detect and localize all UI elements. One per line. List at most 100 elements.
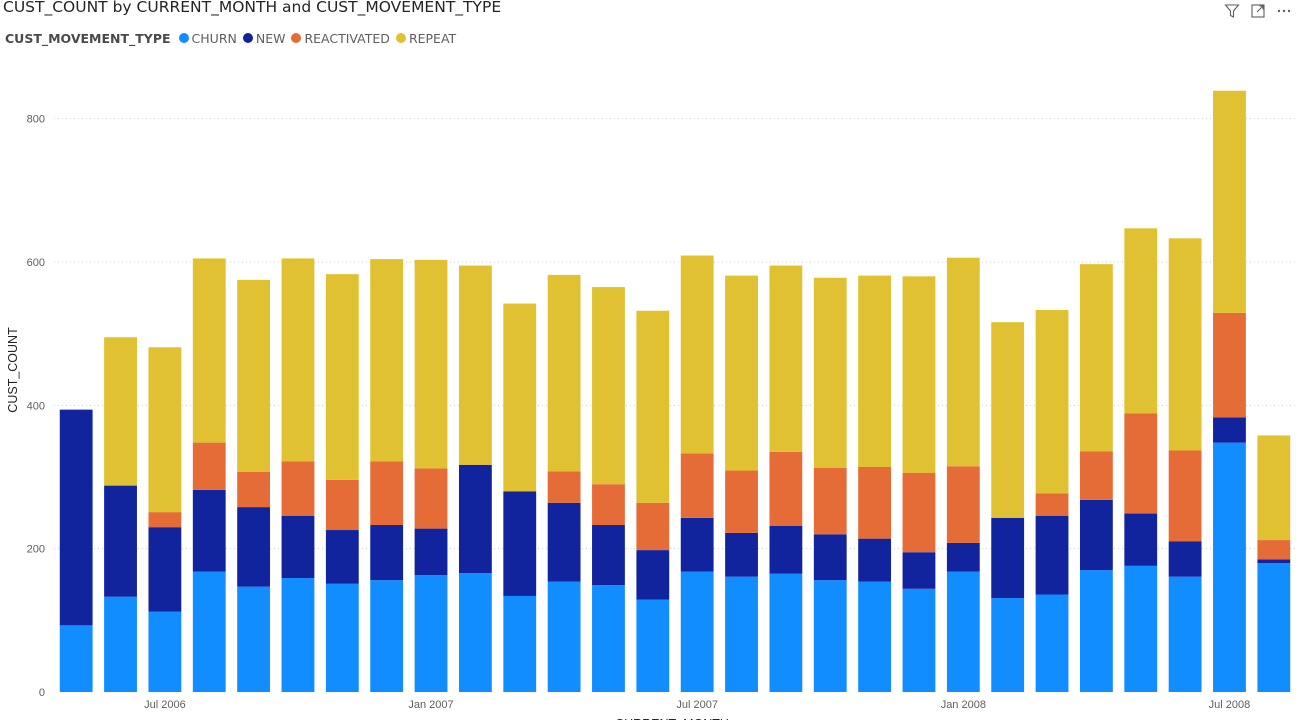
bar-reactivated-2008-05 [1124, 413, 1158, 514]
bar-repeat-2006-08 [192, 258, 226, 443]
bar-reactivated-2006-08 [192, 442, 226, 490]
bar-churn-2008-07 [1213, 442, 1246, 692]
y-tick-label: 600 [27, 257, 45, 269]
bar-repeat-2007-08 [725, 275, 758, 471]
bar-churn-2007-11 [858, 581, 892, 692]
chart-title: CUST_COUNT by CURRENT_MONTH and CUST_MOV… [3, 0, 502, 16]
bar-new-2008-07 [1213, 417, 1246, 443]
bar-repeat-2006-10 [281, 258, 315, 462]
bar-churn-2008-04 [1079, 570, 1113, 692]
bar-repeat-2007-07 [680, 255, 714, 454]
legend-marker-new [242, 33, 253, 43]
legend-label-new: NEW [255, 30, 286, 46]
y-axis-title: CUST_COUNT [6, 327, 20, 413]
x-tick-label: Jul 2008 [1209, 699, 1251, 711]
bar-repeat-2008-01 [946, 257, 980, 467]
bar-new-2007-09 [769, 525, 803, 574]
bar-reactivated-2008-03 [1035, 493, 1069, 516]
bar-churn-2007-05 [592, 585, 625, 692]
bar-repeat-2008-05 [1124, 228, 1158, 414]
bar-churn-2006-12 [370, 580, 404, 692]
bar-reactivated-2006-07 [148, 512, 182, 528]
bar-new-2007-08 [725, 532, 758, 577]
bar-churn-2006-05 [59, 625, 93, 692]
bar-repeat-2007-02 [458, 265, 492, 465]
bar-repeat-2007-04 [547, 274, 581, 472]
bar-reactivated-2007-10 [813, 467, 847, 535]
x-tick-label: Jan 2008 [941, 699, 986, 711]
bar-new-2007-05 [592, 525, 625, 586]
bar-new-2007-07 [680, 517, 714, 572]
bar-repeat-2008-04 [1079, 264, 1113, 452]
bar-repeat-2007-10 [813, 277, 847, 468]
bar-churn-2008-01 [946, 571, 980, 692]
bar-churn-2007-04 [547, 581, 581, 692]
more-options-icon[interactable] [1275, 2, 1293, 20]
bar-churn-2008-02 [991, 598, 1025, 692]
filter-icon[interactable] [1223, 2, 1241, 20]
bar-churn-2006-09 [237, 586, 271, 692]
legend-item-repeat[interactable]: REPEAT [395, 31, 456, 46]
bar-new-2006-12 [370, 525, 404, 581]
bar-reactivated-2007-05 [592, 484, 625, 526]
focus-mode-icon[interactable] [1249, 2, 1267, 20]
bar-churn-2007-10 [813, 580, 847, 692]
bar-new-2007-11 [858, 538, 892, 582]
bar-repeat-2007-12 [902, 276, 936, 473]
bar-new-2008-08 [1257, 559, 1291, 563]
bar-repeat-2008-08 [1257, 435, 1291, 541]
legend-item-reactivated[interactable]: REACTIVATED [291, 30, 390, 46]
bar-repeat-2007-09 [769, 265, 803, 452]
bar-repeat-2008-07 [1213, 90, 1246, 313]
legend-label-reactivated: REACTIVATED [304, 30, 390, 46]
legend: CUST_MOVEMENT_TYPE CHURN NEW REACTIVATED… [5, 29, 462, 47]
bar-new-2008-04 [1079, 499, 1113, 571]
legend-item-churn[interactable]: CHURN [178, 30, 237, 46]
x-tick-label: Jul 2006 [144, 699, 186, 711]
bar-reactivated-2007-01 [414, 468, 448, 529]
bar-reactivated-2007-07 [680, 453, 714, 518]
bar-churn-2008-06 [1168, 576, 1202, 692]
bar-reactivated-2007-09 [769, 451, 803, 526]
x-tick-label: Jan 2007 [408, 699, 453, 711]
bar-new-2007-03 [503, 491, 537, 596]
bar-repeat-2007-05 [592, 287, 625, 485]
bar-reactivated-2006-12 [370, 461, 404, 526]
bar-reactivated-2007-04 [547, 471, 581, 503]
bar-churn-2006-06 [104, 596, 137, 692]
bar-reactivated-2008-04 [1079, 451, 1113, 500]
bar-churn-2008-08 [1257, 563, 1291, 692]
legend-label-churn: CHURN [191, 30, 237, 46]
x-tick-label: Jul 2007 [676, 699, 718, 711]
bar-repeat-2006-11 [325, 274, 359, 480]
legend-item-new[interactable]: NEW [242, 30, 286, 46]
bar-new-2007-06 [636, 550, 670, 600]
bar-new-2007-10 [813, 534, 847, 581]
bar-new-2008-02 [991, 517, 1025, 599]
bar-churn-2007-09 [769, 573, 803, 692]
bar-new-2006-05 [59, 409, 93, 626]
bar-repeat-2008-02 [991, 322, 1025, 518]
bar-churn-2007-08 [725, 576, 758, 692]
bar-repeat-2007-11 [858, 275, 892, 467]
y-tick-label: 400 [27, 400, 45, 412]
y-tick-label: 0 [39, 687, 45, 699]
bar-churn-2006-07 [148, 611, 182, 692]
bar-churn-2006-10 [281, 578, 315, 692]
bar-repeat-2008-03 [1035, 310, 1069, 494]
visual-header-toolbar [1223, 2, 1293, 20]
bar-new-2006-09 [237, 507, 271, 587]
bar-churn-2007-06 [636, 599, 670, 692]
bar-reactivated-2007-08 [725, 470, 758, 533]
bar-repeat-2006-12 [370, 259, 404, 462]
bar-churn-2008-05 [1124, 565, 1158, 692]
bar-reactivated-2008-01 [946, 466, 980, 543]
x-axis-title: CURRENT_MONTH [615, 717, 729, 720]
bar-churn-2007-03 [503, 595, 537, 692]
bar-repeat-2007-03 [503, 303, 537, 492]
bar-new-2006-06 [104, 485, 137, 597]
bar-reactivated-2008-07 [1213, 312, 1246, 418]
bar-reactivated-2008-08 [1257, 540, 1291, 560]
bar-repeat-2007-01 [414, 259, 448, 469]
